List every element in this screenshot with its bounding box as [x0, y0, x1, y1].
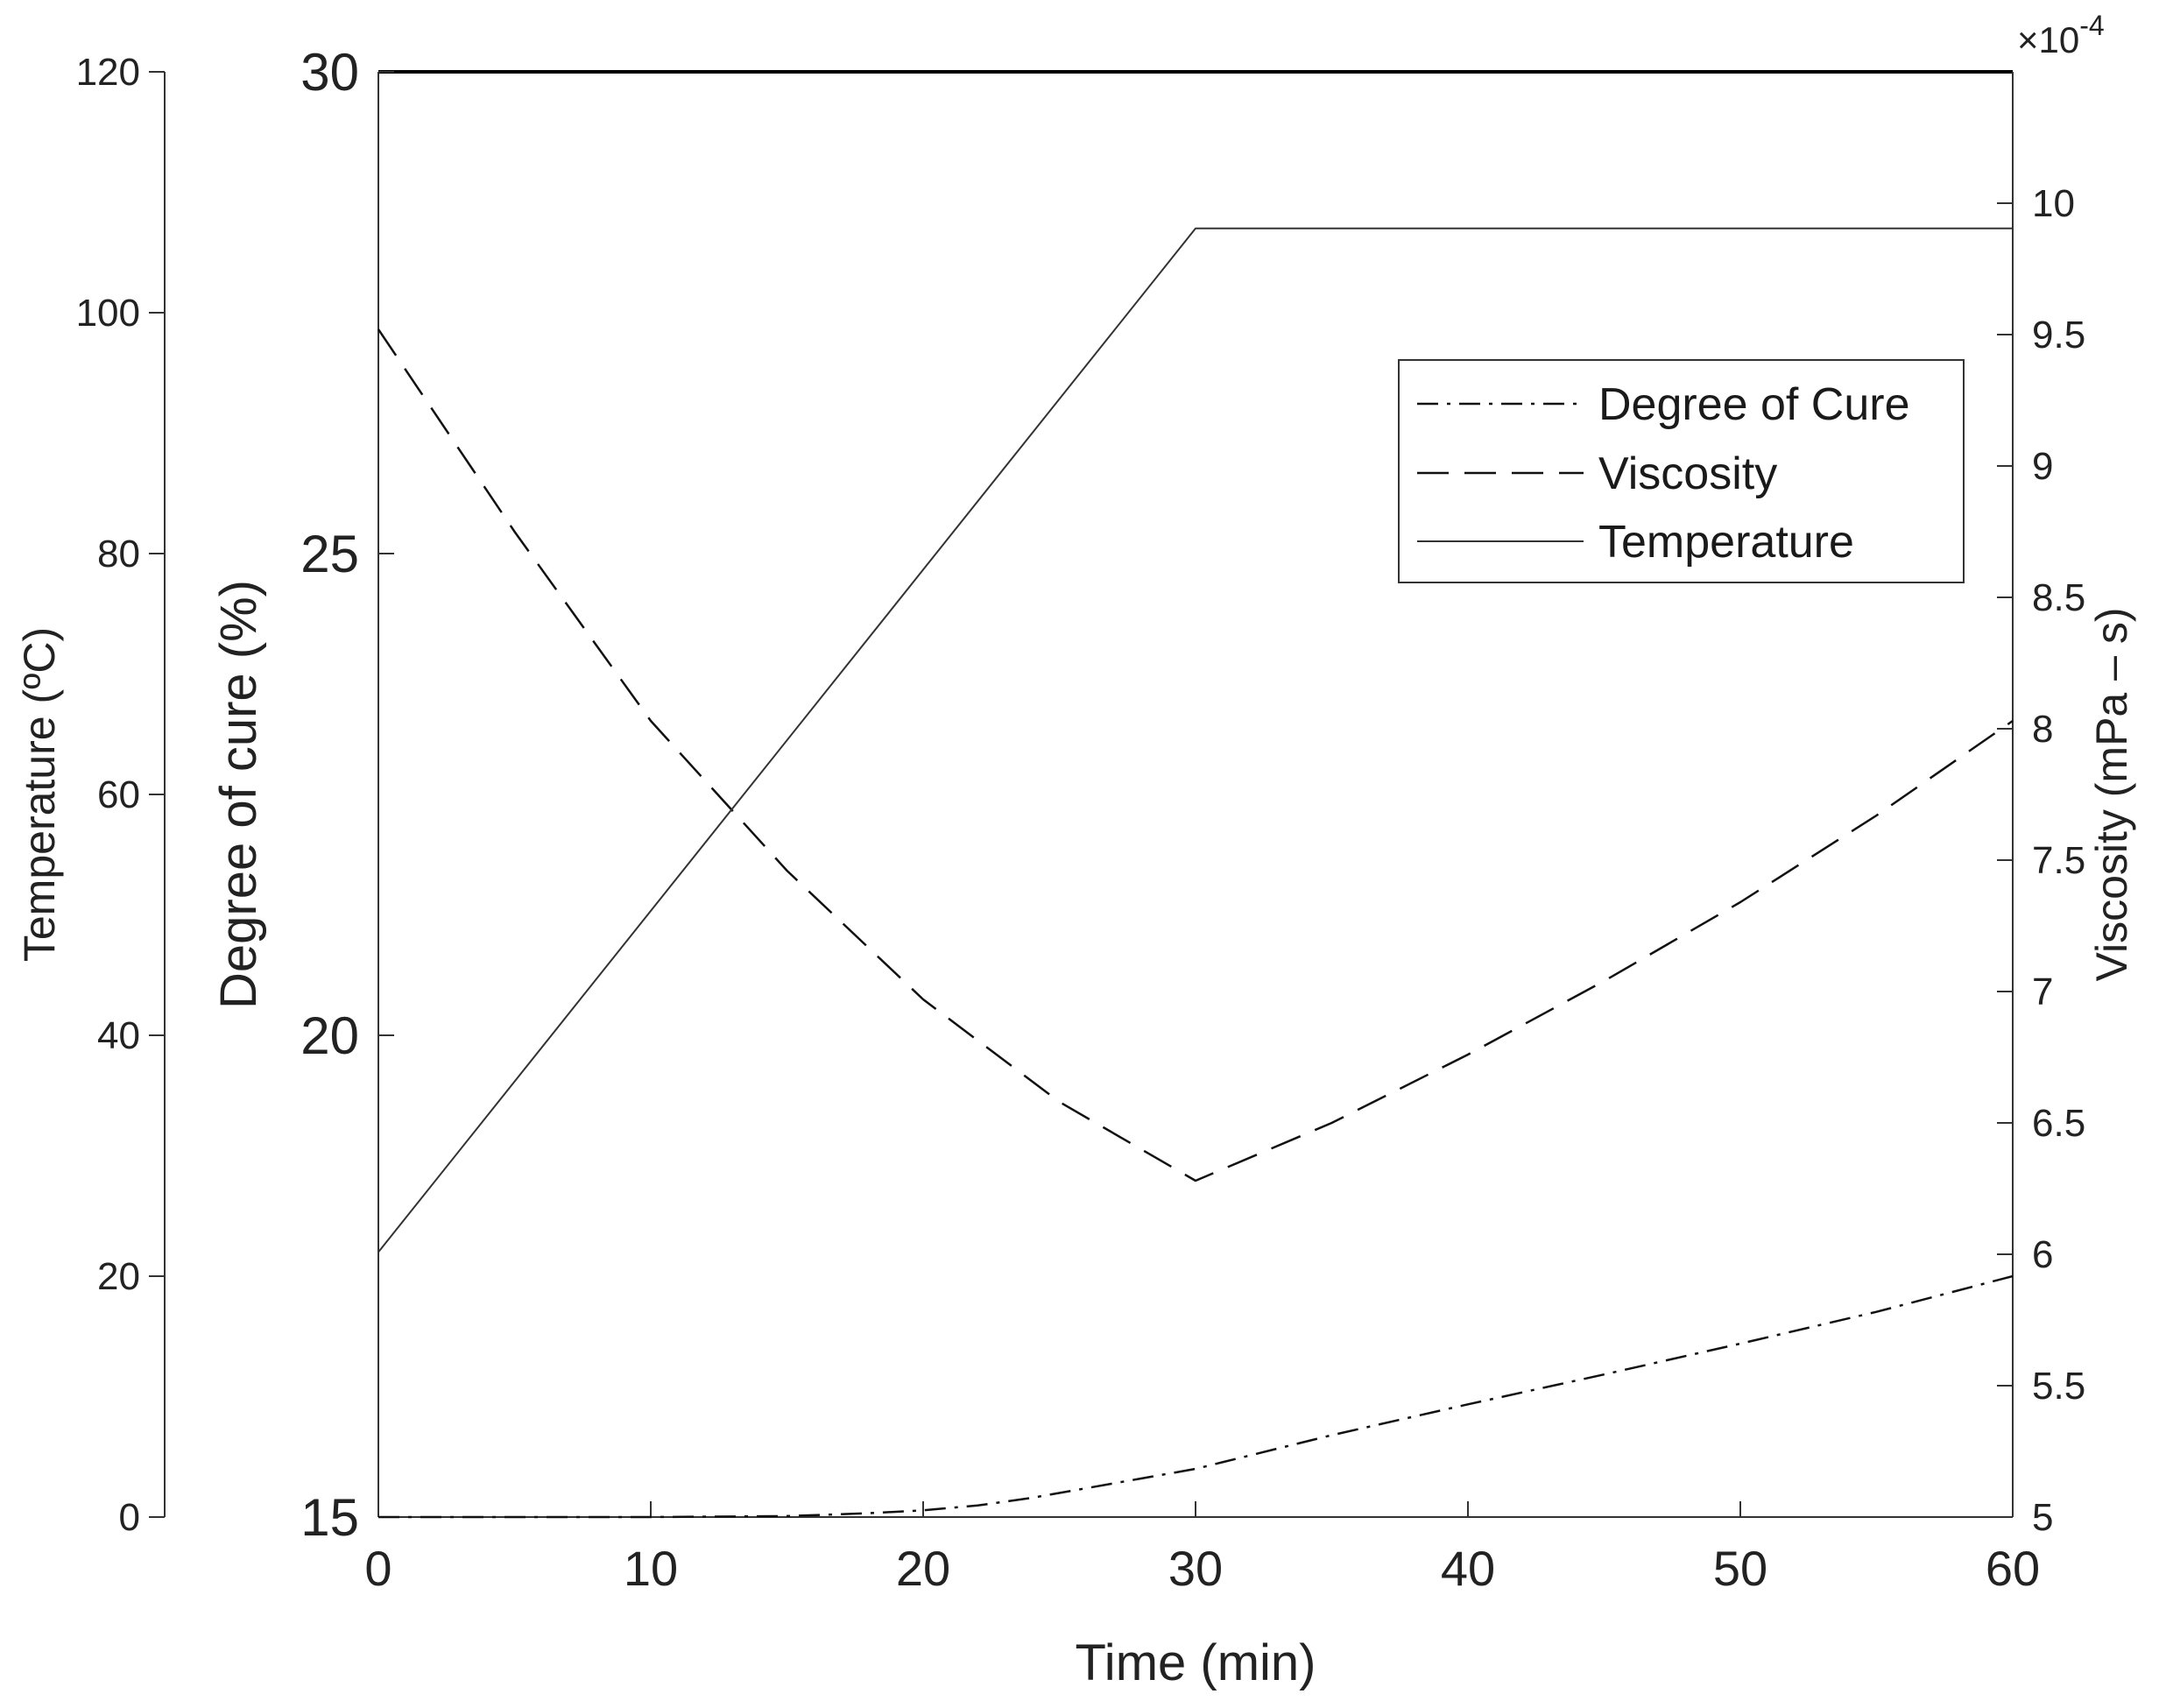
temperature-axis-title: Temperature (ºC) — [15, 627, 64, 962]
temperature-tick-label: 80 — [97, 533, 140, 575]
viscosity-tick-label: 9.5 — [2032, 314, 2085, 356]
axis-ticks: 0 10 20 30 40 50 60 0 20 40 60 80 100 120 15 20 25 30 5 5.5… — [76, 43, 2086, 1596]
cure-tick-label: 25 — [300, 525, 359, 583]
viscosity-tick-label: 6 — [2032, 1233, 2053, 1276]
temperature-tick-label: 20 — [97, 1255, 140, 1298]
legend-box — [1398, 359, 1965, 583]
viscosity-exponent-base: ×10 — [2017, 19, 2079, 60]
x-tick-label: 50 — [1713, 1541, 1767, 1596]
x-tick-label: 60 — [1986, 1541, 2040, 1596]
viscosity-tick-label: 9 — [2032, 445, 2053, 488]
viscosity-tick-label: 6.5 — [2032, 1102, 2085, 1145]
temperature-tick-label: 120 — [76, 51, 140, 94]
series-group — [377, 227, 2014, 1519]
cure-axis-title: Degree of cure (%) — [210, 580, 267, 1009]
x-tick-label: 20 — [896, 1541, 950, 1596]
viscosity-exponent-power: -4 — [2079, 10, 2104, 41]
viscosity-tick-label: 7 — [2032, 970, 2053, 1013]
legend-label-temperature: Temperature — [1598, 517, 1854, 568]
cure-tick-label: 15 — [300, 1488, 359, 1547]
cure-tick-label: 30 — [300, 43, 359, 102]
series-line-viscosity — [377, 328, 2014, 1182]
x-tick-label: 40 — [1441, 1541, 1495, 1596]
viscosity-tick-label: 8.5 — [2032, 576, 2085, 619]
viscosity-tick-label: 5 — [2032, 1496, 2053, 1539]
legend-label-viscosity: Viscosity — [1598, 448, 1777, 499]
x-tick-label: 30 — [1168, 1541, 1223, 1596]
viscosity-tick-label: 8 — [2032, 708, 2053, 751]
temperature-tick-label: 60 — [97, 773, 140, 816]
legend: Degree of Cure Viscosity Temperature — [1398, 359, 1965, 583]
viscosity-tick-label: 10 — [2032, 182, 2075, 225]
viscosity-exponent: ×10-4 — [2017, 10, 2105, 60]
series-line-degree-of-cure — [378, 1274, 2014, 1519]
x-tick-label: 10 — [624, 1541, 678, 1596]
temperature-tick-label: 0 — [119, 1496, 140, 1539]
series-line-temperature — [377, 227, 2013, 1253]
temperature-tick-label: 100 — [76, 292, 140, 335]
x-axis-title: Time (min) — [1076, 1634, 1316, 1691]
viscosity-axis-title: Viscosity (mPa – s) — [2087, 608, 2136, 982]
legend-label-cure: Degree of Cure — [1598, 379, 1910, 430]
viscosity-tick-label: 5.5 — [2032, 1365, 2085, 1408]
temperature-tick-label: 40 — [97, 1014, 140, 1057]
cure-tick-label: 20 — [300, 1006, 359, 1065]
x-tick-label: 0 — [364, 1541, 392, 1596]
viscosity-tick-label: 7.5 — [2032, 839, 2085, 882]
